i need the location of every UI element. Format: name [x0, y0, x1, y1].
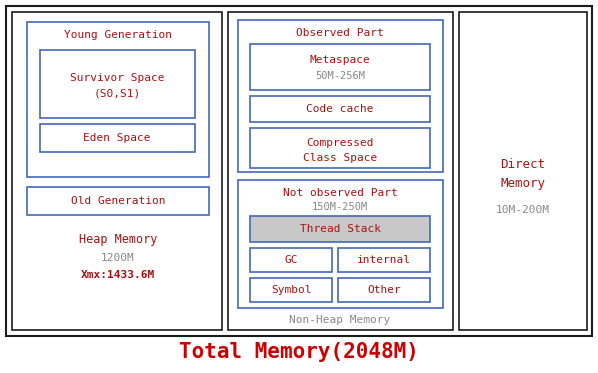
Text: 1200M: 1200M [101, 253, 135, 263]
Text: 10M-200M: 10M-200M [496, 205, 550, 215]
Bar [250, 278, 332, 302]
Text: 150M-250M: 150M-250M [312, 202, 368, 212]
Bar [40, 124, 195, 152]
Text: Symbol: Symbol [271, 285, 311, 295]
Bar [238, 20, 443, 172]
Text: GC: GC [284, 255, 298, 265]
Text: Old Generation: Old Generation [71, 196, 165, 206]
Text: Not observed Part: Not observed Part [283, 188, 398, 198]
Text: Other: Other [367, 285, 401, 295]
Bar [40, 50, 195, 118]
Bar [6, 6, 592, 336]
Bar [238, 180, 443, 308]
Bar [250, 128, 430, 168]
Text: Thread Stack: Thread Stack [300, 224, 380, 234]
Bar [250, 96, 430, 122]
Bar [338, 248, 430, 272]
Text: Young Generation: Young Generation [64, 30, 172, 40]
Text: Direct: Direct [501, 159, 545, 172]
Text: (S0,S1): (S0,S1) [93, 89, 141, 99]
Bar [250, 248, 332, 272]
Text: Heap Memory: Heap Memory [79, 233, 157, 247]
Text: Compressed: Compressed [306, 138, 374, 148]
Text: Code cache: Code cache [306, 104, 374, 114]
Text: Eden Space: Eden Space [83, 133, 151, 143]
Text: Survivor Space: Survivor Space [70, 73, 164, 83]
Text: Class Space: Class Space [303, 153, 377, 163]
Text: Xmx:1433.6M: Xmx:1433.6M [81, 270, 155, 280]
Bar [228, 12, 453, 330]
Bar [250, 216, 430, 242]
Bar [338, 278, 430, 302]
Text: Observed Part: Observed Part [296, 28, 384, 38]
Bar [250, 44, 430, 90]
Bar [459, 12, 587, 330]
Bar [27, 22, 209, 177]
Text: internal: internal [357, 255, 411, 265]
Text: Metaspace: Metaspace [310, 55, 370, 65]
Text: Memory: Memory [501, 176, 545, 189]
Text: Non-Heap Memory: Non-Heap Memory [289, 315, 390, 325]
Text: 50M-256M: 50M-256M [315, 71, 365, 81]
Bar [12, 12, 222, 330]
Text: Total Memory(2048M): Total Memory(2048M) [179, 342, 419, 362]
Bar [27, 187, 209, 215]
